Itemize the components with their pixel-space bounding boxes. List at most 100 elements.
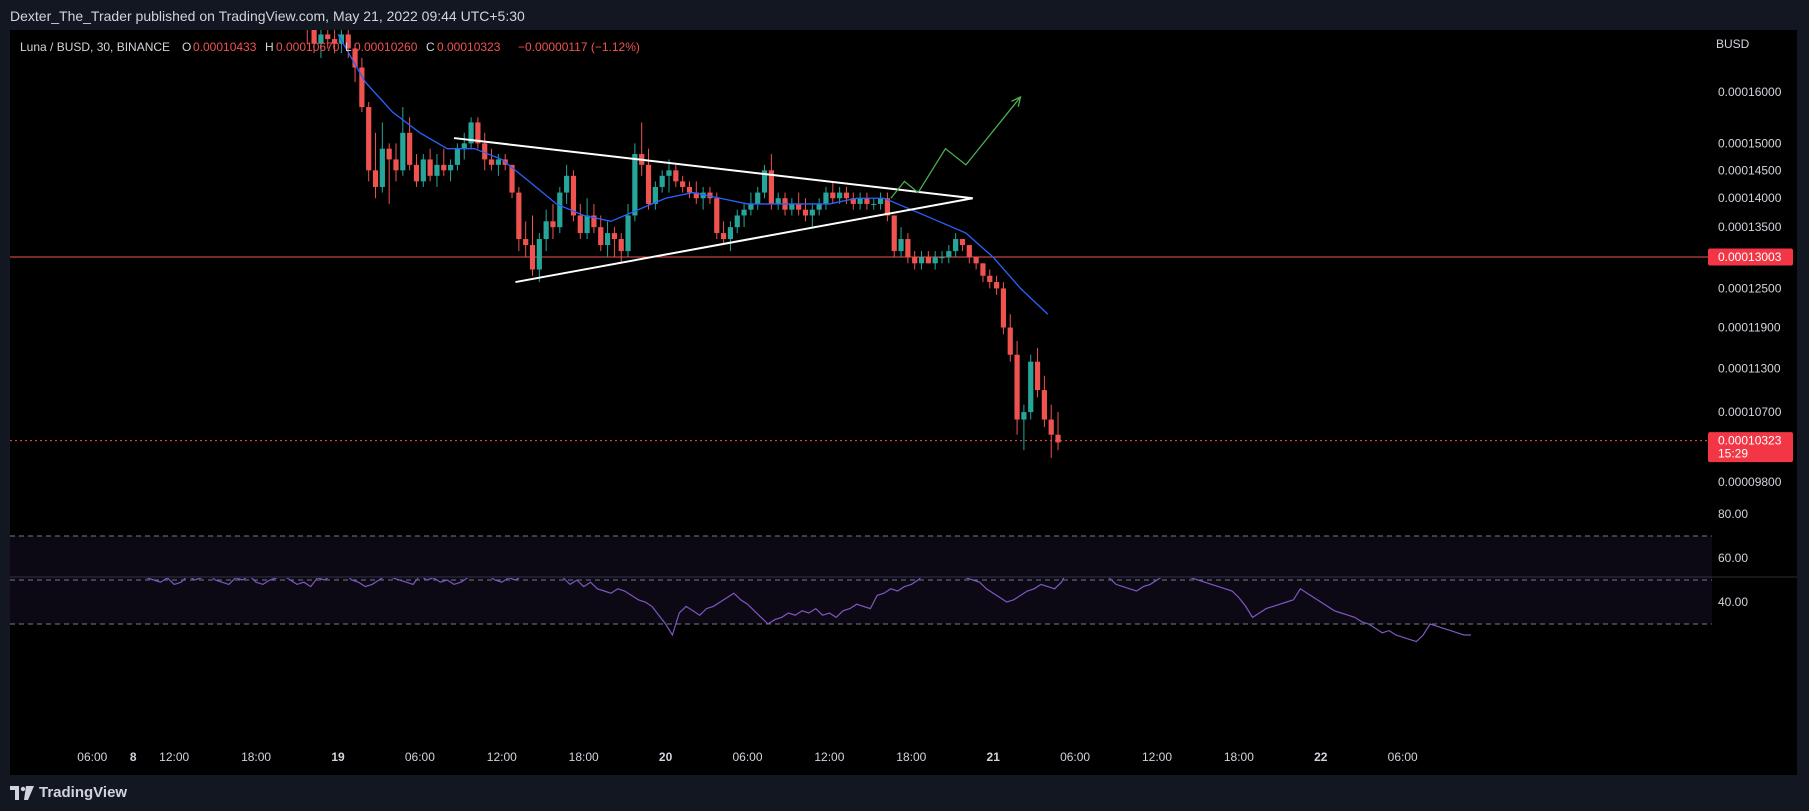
candle-body (386, 148, 392, 160)
candle-body (884, 198, 890, 216)
time-tick-label: 12:00 (814, 750, 844, 764)
candle-body (1055, 434, 1061, 443)
candle-body (830, 192, 836, 199)
tradingview-logo[interactable]: TradingView (10, 784, 127, 801)
candle-body (372, 170, 379, 187)
projection-arrowhead (1011, 95, 1022, 107)
publisher-text: Dexter_The_Trader published on TradingVi… (10, 8, 525, 24)
legend-close-key: C (426, 40, 435, 54)
price-tick-label: 0.00010700 (1718, 405, 1782, 419)
time-tick-label: 8 (130, 750, 137, 764)
candle-body (523, 239, 529, 246)
publisher-bar: Dexter_The_Trader published on TradingVi… (0, 0, 1809, 30)
price-tick-label: 0.00015000 (1718, 136, 1782, 150)
price-tick-label: 0.00009800 (1718, 475, 1782, 489)
legend-close-value: 0.00010323 (437, 40, 501, 54)
candle-body (359, 67, 365, 108)
triangle-trendline (453, 137, 973, 200)
price-tick-label: 0.00011900 (1718, 321, 1781, 335)
candle-body (625, 215, 631, 252)
candle-body (877, 198, 884, 204)
candle-body (802, 209, 809, 216)
candle-body (809, 209, 815, 216)
candle-body (454, 148, 461, 165)
time-tick-label: 19 (331, 750, 345, 764)
triangle-trendline (515, 197, 973, 284)
rsi-tick-label: 60.00 (1718, 551, 1748, 565)
time-tick-label: 18:00 (569, 750, 599, 764)
legend-open-value: 0.00010433 (193, 40, 257, 54)
candle-body (994, 282, 1000, 289)
time-tick-label: 06:00 (405, 750, 435, 764)
candle-body (604, 233, 611, 246)
time-tick-label: 12:00 (159, 750, 189, 764)
candle-body (652, 186, 658, 204)
chart-legend: Luna / BUSD, 30, BINANCE O 0.00010433 H … (20, 40, 640, 54)
legend-low-key: L (345, 40, 352, 54)
candle-body (864, 198, 870, 204)
candle-body (789, 203, 795, 210)
candle-body (816, 203, 822, 210)
time-tick-label: 18:00 (1224, 750, 1254, 764)
candle-body (1007, 327, 1013, 355)
currency-label: BUSD (1716, 37, 1750, 51)
candle-body (959, 239, 966, 246)
candle-body (659, 175, 665, 187)
rsi-tick-label: 80.00 (1718, 507, 1748, 521)
legend-low-value: 0.00010260 (354, 40, 418, 54)
candle-body (352, 48, 358, 68)
candle-body (1048, 419, 1054, 435)
time-tick-label: 06:00 (1388, 750, 1418, 764)
candle-body (761, 170, 768, 193)
candle-body (632, 154, 638, 216)
candle-body (953, 239, 959, 252)
candle-body (1021, 412, 1027, 420)
candle-body (488, 159, 495, 165)
candle-body (918, 257, 925, 264)
candle-body (611, 233, 617, 240)
candle-body (925, 257, 931, 264)
candle-body (987, 275, 993, 283)
candle-body (318, 34, 324, 44)
price-label-badge (1708, 432, 1793, 463)
candle-body (714, 198, 720, 234)
candle-body (331, 39, 338, 44)
time-tick-label: 22 (1314, 750, 1328, 764)
candle-body (843, 192, 850, 199)
candle-body (727, 227, 734, 240)
time-tick-label: 21 (987, 750, 1001, 764)
candle-body (591, 215, 597, 228)
price-tick-label: 0.00011300 (1718, 362, 1781, 376)
candle-body (966, 245, 972, 258)
candle-body (946, 251, 952, 258)
candle-body (543, 221, 549, 240)
candle-body (1014, 354, 1020, 420)
time-tick-label: 18:00 (241, 750, 271, 764)
candle-body (407, 132, 413, 165)
projection-path (890, 96, 1022, 199)
candle-body (721, 233, 727, 240)
candle-body (557, 192, 563, 228)
time-tick-label: 20 (659, 750, 673, 764)
candle-body (345, 34, 351, 49)
candle-body (1028, 361, 1034, 413)
price-tick-label: 0.00014500 (1718, 163, 1782, 177)
candle-body (775, 198, 781, 204)
candle-body (434, 164, 440, 176)
time-tick-label: 12:00 (1142, 750, 1172, 764)
candle-body (427, 159, 433, 176)
candle-body (700, 192, 706, 199)
price-tick-label: 0.00012500 (1718, 281, 1782, 295)
candle-body (550, 221, 556, 228)
time-tick-label: 06:00 (77, 750, 107, 764)
candle-body (305, 0, 310, 30)
candle-body (393, 159, 399, 171)
candle-body (686, 186, 693, 193)
candle-body (441, 164, 447, 171)
countdown-text: 15:29 (1718, 447, 1748, 461)
candle-body (325, 34, 331, 40)
candle-body (666, 170, 672, 176)
price-scale-background (1712, 30, 1797, 775)
candle-body (680, 181, 686, 187)
